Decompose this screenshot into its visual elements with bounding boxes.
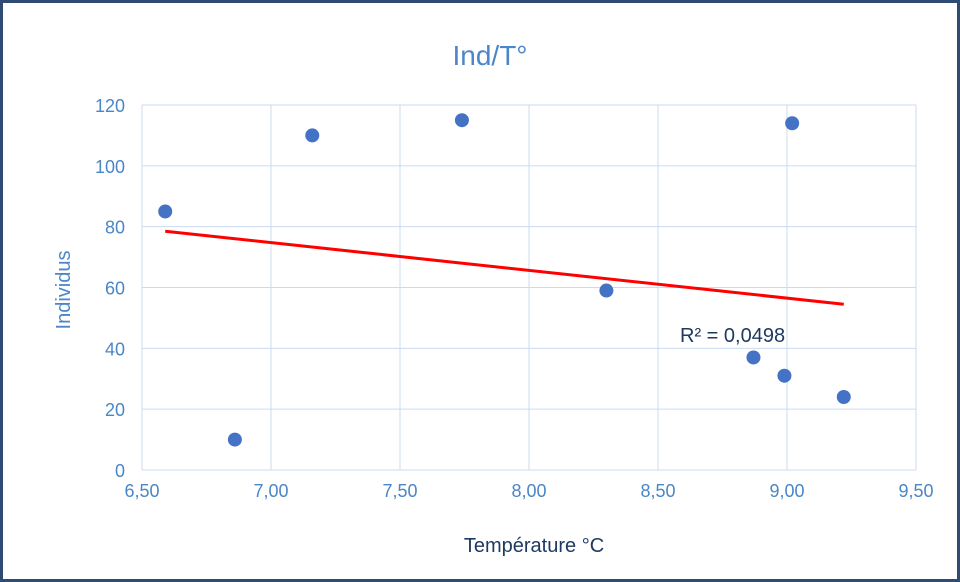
data-point: [305, 128, 320, 143]
y-tick-label: 80: [105, 218, 125, 238]
data-point: [777, 368, 792, 383]
x-tick-label: 8,00: [511, 481, 546, 501]
x-tick-label: 9,50: [898, 481, 933, 501]
data-point: [158, 204, 173, 219]
data-point: [454, 113, 469, 128]
scatter-chart: 6,50 7,00 7,50 8,00 8,50 9,00 9,50 0 20 40 60 80 100…: [53, 40, 934, 557]
tick-labels: 6,50 7,00 7,50 8,00 8,50 9,00 9,50 0 20 40 60 80 100…: [95, 96, 934, 501]
y-tick-label: 40: [105, 339, 125, 359]
y-axis-title: Individus: [53, 251, 75, 330]
x-tick-label: 8,50: [640, 481, 675, 501]
y-tick-label: 120: [95, 96, 125, 116]
trendline: [165, 229, 844, 306]
data-points: [158, 113, 851, 447]
data-point: [836, 390, 851, 404]
data-point: [785, 116, 800, 131]
y-tick-label: 100: [95, 157, 125, 177]
x-tick-label: 7,50: [382, 481, 417, 501]
data-point: [746, 350, 761, 365]
y-tick-label: 0: [115, 461, 125, 481]
data-point: [227, 432, 242, 447]
x-tick-label: 9,00: [769, 481, 804, 501]
y-tick-label: 20: [105, 400, 125, 420]
x-tick-label: 7,00: [253, 481, 288, 501]
r-squared-label: R² = 0,0498: [680, 325, 785, 347]
chart-title: Ind/T°: [452, 40, 527, 71]
grid-lines: [141, 104, 917, 471]
x-axis-title: Température °C: [464, 535, 604, 557]
x-tick-label: 6,50: [124, 481, 159, 501]
y-tick-label: 60: [105, 279, 125, 299]
data-point: [599, 283, 614, 298]
